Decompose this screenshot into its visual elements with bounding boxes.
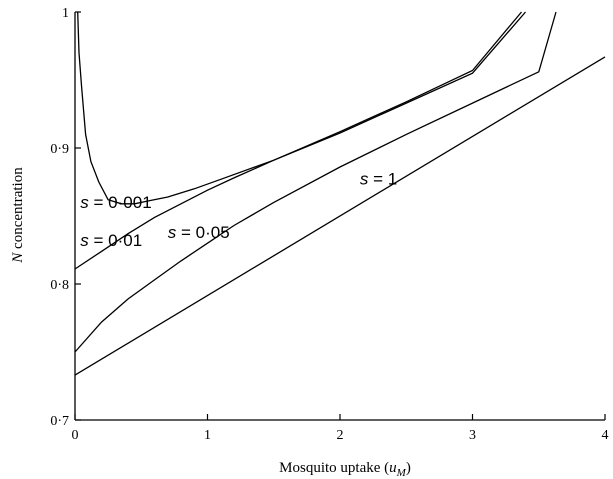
x-tick-label: 2 <box>337 428 344 443</box>
x-tick-label: 3 <box>469 428 476 443</box>
y-tick-label: 0·8 <box>50 278 69 293</box>
series-label: s = 0·05 <box>168 223 230 242</box>
y-axis-label: N concentration <box>10 167 26 264</box>
series-line <box>74 11 557 353</box>
series-line <box>77 11 526 205</box>
curve-labels: s = 0·001 s = 0·01 s = 0·05 s = 1 <box>80 170 397 250</box>
ticks: 0 1 2 3 4 0·7 0·8 0·9 1 <box>50 6 608 443</box>
x-tick-label: 0 <box>72 428 79 443</box>
series-line <box>74 11 522 270</box>
y-tick-label: 0·9 <box>50 142 69 157</box>
curves <box>74 11 606 376</box>
x-tick-label: 1 <box>204 428 211 443</box>
series-label: s = 1 <box>360 170 397 189</box>
y-tick-label: 1 <box>62 6 69 21</box>
series-line <box>74 56 606 376</box>
x-tick-label: 4 <box>602 428 609 443</box>
y-tick-label: 0·7 <box>50 414 69 429</box>
x-axis-label: Mosquito uptake (uM) <box>279 460 411 479</box>
series-label: s = 0·01 <box>80 231 142 250</box>
series-label: s = 0·001 <box>80 193 151 212</box>
